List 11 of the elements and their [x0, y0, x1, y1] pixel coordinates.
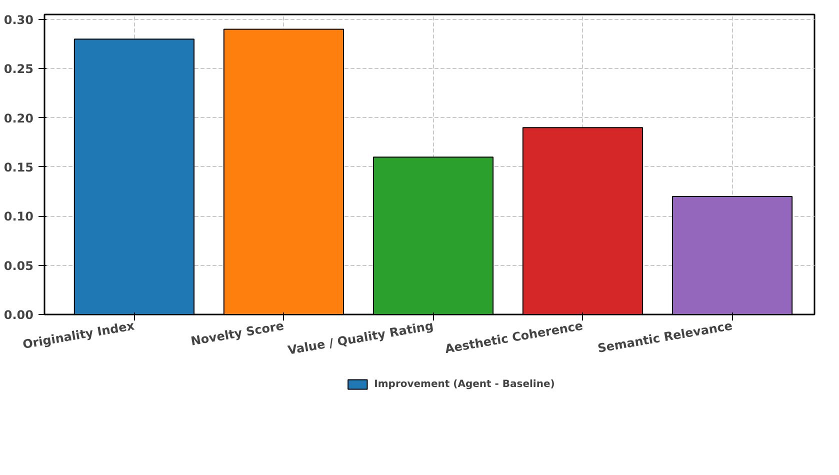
y-tick-label: 0.05	[4, 258, 34, 273]
y-tick-label: 0.25	[4, 62, 34, 76]
x-tick-label: Aesthetic Coherence	[444, 318, 584, 356]
y-tick-label: 0.30	[4, 12, 34, 27]
x-tick-label: Value / Quality Rating	[286, 318, 434, 358]
y-tick-label: 0.10	[4, 210, 34, 224]
x-tick-label: Novelty Score	[190, 318, 285, 348]
y-tick-label: 0.20	[4, 111, 34, 126]
legend-label: Improvement (Agent - Baseline)	[374, 378, 555, 390]
y-tick-label: 0.15	[4, 160, 34, 174]
x-tick-label: Semantic Relevance	[596, 318, 734, 356]
